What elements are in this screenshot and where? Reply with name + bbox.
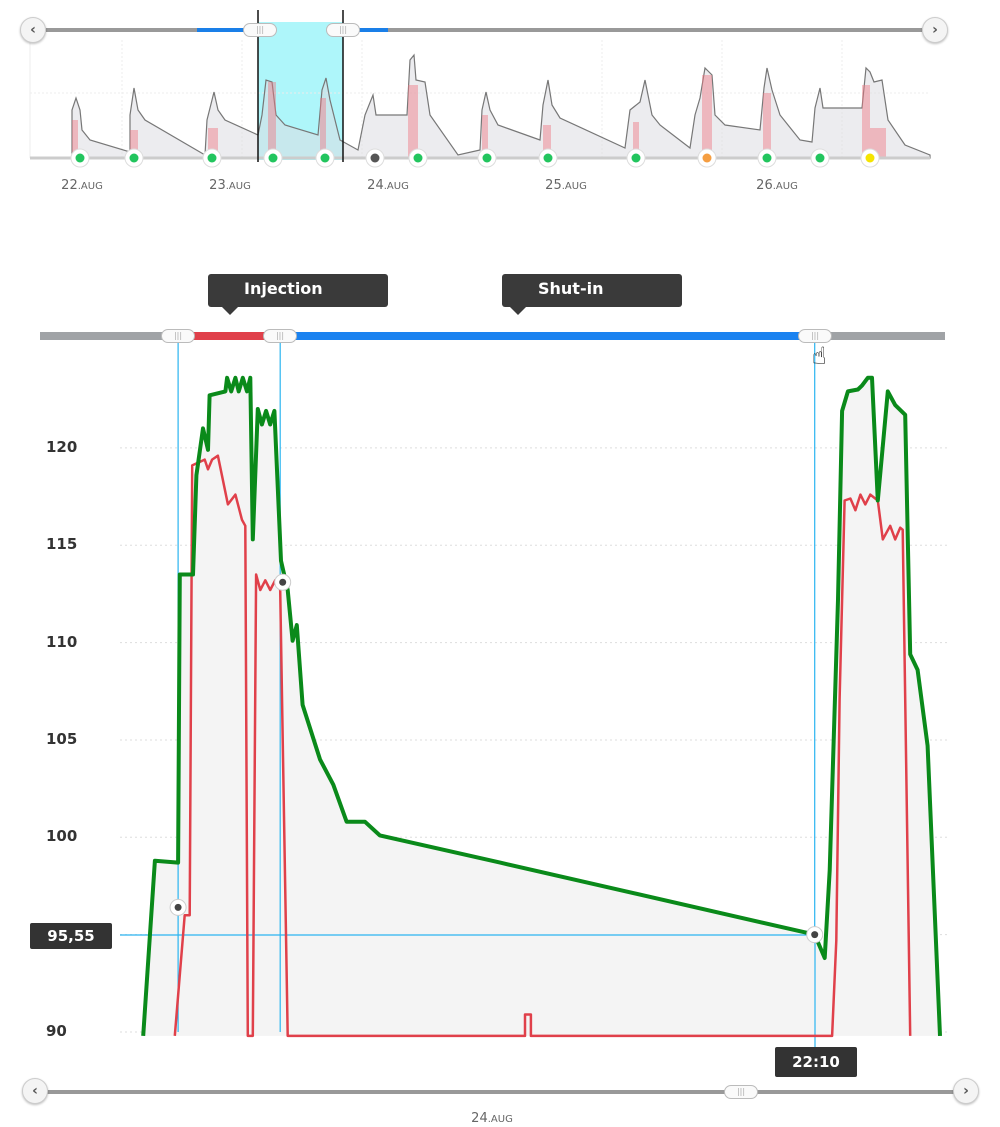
overview-handle-left[interactable]: ||| — [243, 23, 277, 37]
overview-prev-button[interactable]: ‹ — [20, 17, 46, 43]
y-tick-label: 100 — [46, 827, 78, 846]
series-green-line — [141, 375, 942, 1037]
overview-next-button[interactable]: › — [922, 17, 948, 43]
crosshair-time-badge: 22:10 — [775, 1047, 857, 1077]
shut-in-phase-tooltip: Shut-in — [502, 274, 682, 315]
status-marker[interactable] — [762, 153, 772, 163]
range-handle-start[interactable]: ||| — [161, 329, 195, 343]
overview-date-label: 26.AUG — [756, 178, 798, 193]
range-handle-end[interactable]: ||| — [798, 329, 832, 343]
injection-phase-tooltip: Injection — [208, 274, 388, 315]
bottom-scroll-handle[interactable]: ||| — [724, 1085, 758, 1099]
overview-date-label: 25.AUG — [545, 178, 587, 193]
chevron-right-icon: › — [932, 22, 938, 38]
status-marker[interactable] — [413, 153, 423, 163]
series-red-line — [173, 454, 912, 1038]
y-tick-label: 90 — [46, 1022, 67, 1040]
y-tick-label: 120 — [46, 437, 78, 456]
status-marker[interactable] — [370, 153, 380, 163]
chevron-left-icon: ‹ — [32, 1083, 38, 1099]
crosshair-value-badge: 95,55 — [30, 923, 112, 949]
overview-handle-right[interactable]: ||| — [326, 23, 360, 37]
status-marker[interactable] — [865, 153, 875, 163]
status-marker[interactable] — [702, 153, 712, 163]
injection-label: Injection — [244, 279, 323, 298]
y-tick-label: 115 — [46, 535, 78, 554]
bottom-next-button[interactable]: › — [953, 1078, 979, 1104]
bottom-prev-button[interactable]: ‹ — [22, 1078, 48, 1104]
overview-date-label: 22.AUG — [61, 178, 103, 193]
status-marker[interactable] — [75, 153, 85, 163]
hand-cursor-icon: ☝ — [812, 342, 827, 370]
range-handle-mid[interactable]: ||| — [263, 329, 297, 343]
status-marker[interactable] — [543, 153, 553, 163]
overview-date-label: 24.AUG — [367, 178, 409, 193]
status-marker[interactable] — [482, 153, 492, 163]
pressure-area — [143, 377, 941, 1036]
overview-date-label: 23.AUG — [209, 178, 251, 193]
chevron-left-icon: ‹ — [30, 22, 36, 38]
status-marker[interactable] — [268, 153, 278, 163]
y-tick-label: 105 — [46, 729, 78, 748]
status-marker[interactable] — [320, 153, 330, 163]
shut-in-label: Shut-in — [538, 279, 604, 298]
data-point-dot — [174, 903, 182, 911]
chevron-right-icon: › — [963, 1083, 969, 1099]
y-tick-label: 110 — [46, 632, 78, 651]
status-marker[interactable] — [631, 153, 641, 163]
overview-grid — [30, 40, 930, 158]
status-marker[interactable] — [129, 153, 139, 163]
data-point-dot — [279, 578, 287, 586]
data-point-dot — [811, 931, 819, 939]
bottom-date-label: 24.AUG — [471, 1111, 513, 1126]
overview-chart — [29, 10, 931, 168]
status-marker[interactable] — [207, 153, 217, 163]
status-marker[interactable] — [815, 153, 825, 163]
overview-pressure-area — [71, 53, 931, 159]
